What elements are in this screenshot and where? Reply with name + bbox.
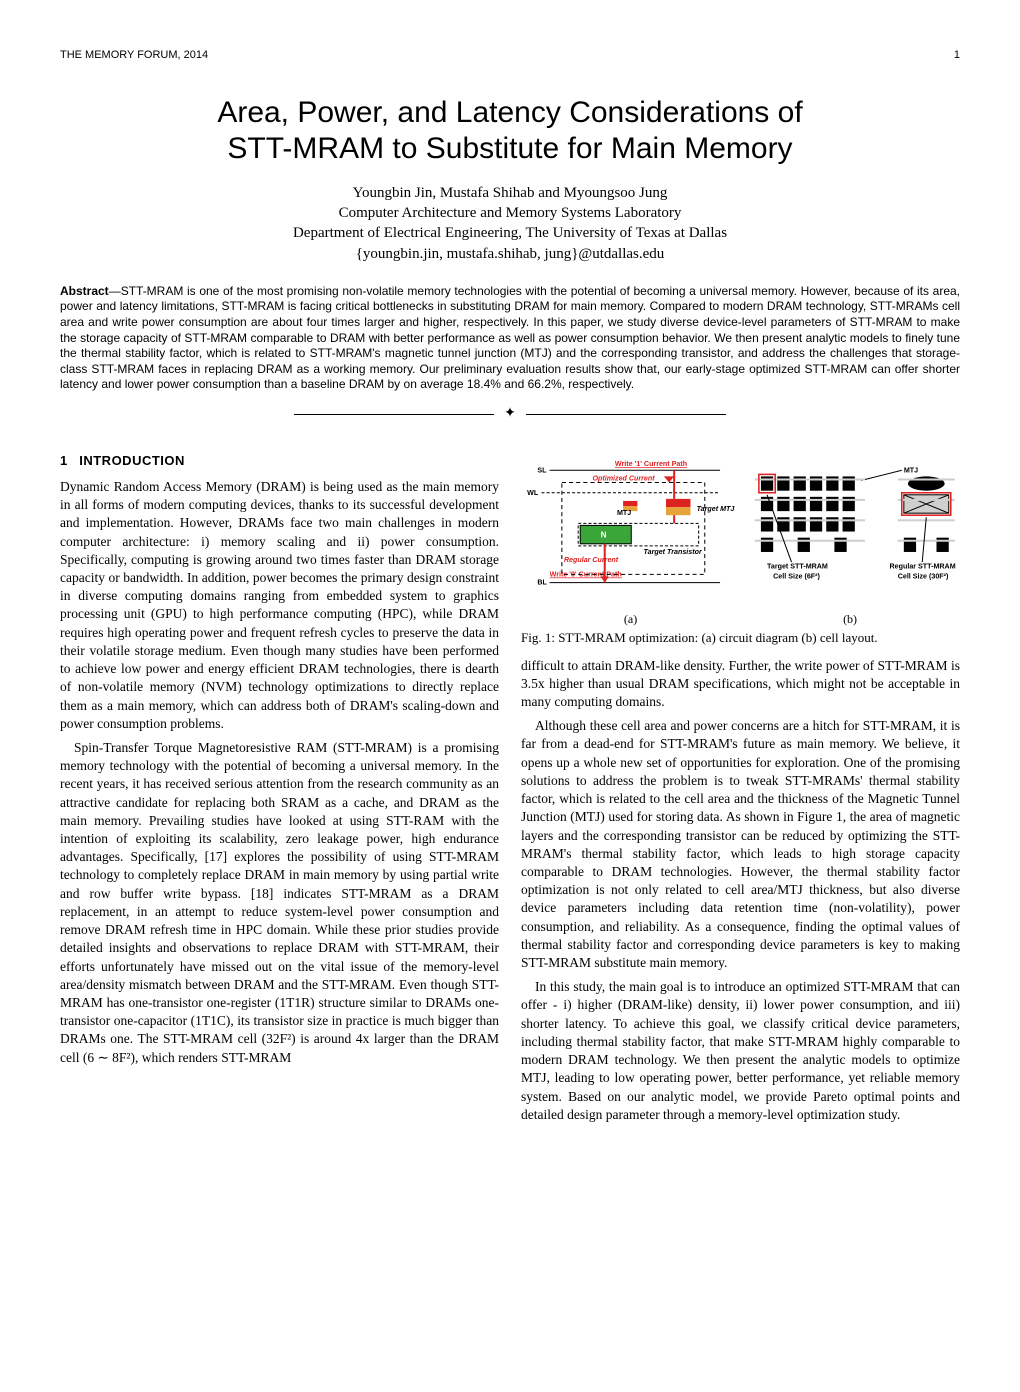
label-optcur: Optimized Current — [592, 475, 655, 483]
page-header: THE MEMORY FORUM, 2014 1 — [60, 48, 960, 63]
figure-1: SL Write '1' Current Path WL BL Write '0… — [521, 456, 960, 646]
author-block: Youngbin Jin, Mustafa Shihab and Myoungs… — [60, 183, 960, 264]
label-bl: BL — [537, 579, 547, 587]
section-number: 1 — [60, 453, 67, 468]
col2-paragraph-2: Although these cell area and power conce… — [521, 717, 960, 972]
label-sl: SL — [537, 467, 547, 475]
label-target-mtj: Target MTJ — [697, 505, 736, 513]
title-line-1: Area, Power, and Latency Considerations … — [217, 96, 802, 129]
label-regcur: Regular Current — [564, 557, 619, 565]
label-target-transistor: Target Transistor — [644, 548, 703, 556]
two-column-body: 1 INTRODUCTION Dynamic Random Access Memo… — [60, 452, 960, 1130]
author-names: Youngbin Jin, Mustafa Shihab and Myoungs… — [60, 183, 960, 203]
author-emails: {youngbin.jin, mustafa.shihab, jung}@utd… — [60, 244, 960, 264]
intro-paragraph-2: Spin-Transfer Torque Magnetoresistive RA… — [60, 739, 499, 1067]
author-dept: Department of Electrical Engineering, Th… — [60, 223, 960, 243]
venue-label: THE MEMORY FORUM, 2014 — [60, 48, 208, 63]
label-mtj-b: MTJ — [904, 467, 918, 475]
col2-paragraph-1: difficult to attain DRAM-like density. F… — [521, 657, 960, 712]
left-column: 1 INTRODUCTION Dynamic Random Access Memo… — [60, 452, 499, 1130]
figure-1b-label: (b) — [843, 611, 857, 627]
title-line-2: STT-MRAM to Substitute for Main Memory — [227, 132, 792, 165]
right-column: SL Write '1' Current Path WL BL Write '0… — [521, 452, 960, 1130]
figure-1-svg: SL Write '1' Current Path WL BL Write '0… — [521, 456, 960, 609]
label-target-size: Cell Size (6F²) — [773, 573, 820, 581]
abstract-text: —STT-MRAM is one of the most promising n… — [60, 284, 960, 392]
section-divider: ✦ — [60, 405, 960, 424]
label-wl: WL — [527, 489, 539, 497]
label-regular-size: Cell Size (30F²) — [898, 573, 949, 581]
col2-paragraph-3: In this study, the main goal is to intro… — [521, 978, 960, 1124]
paper-title: Area, Power, and Latency Considerations … — [60, 95, 960, 167]
page-number: 1 — [954, 48, 960, 63]
abstract: Abstract—STT-MRAM is one of the most pro… — [60, 284, 960, 393]
section-1-heading: 1 INTRODUCTION — [60, 452, 499, 470]
label-regular-cell: Regular STT-MRAM — [890, 563, 956, 571]
abstract-label: Abstract — [60, 284, 109, 298]
section-title: INTRODUCTION — [79, 453, 185, 468]
author-lab: Computer Architecture and Memory Systems… — [60, 203, 960, 223]
label-mtj: MTJ — [617, 510, 631, 518]
label-write1: Write '1' Current Path — [615, 461, 687, 469]
intro-paragraph-1: Dynamic Random Access Memory (DRAM) is b… — [60, 478, 499, 733]
figure-1a-label: (a) — [624, 611, 637, 627]
label-n: N — [601, 531, 607, 540]
label-target-cell: Target STT-MRAM — [767, 563, 828, 571]
figure-1-caption: Fig. 1: STT-MRAM optimization: (a) circu… — [521, 630, 960, 647]
